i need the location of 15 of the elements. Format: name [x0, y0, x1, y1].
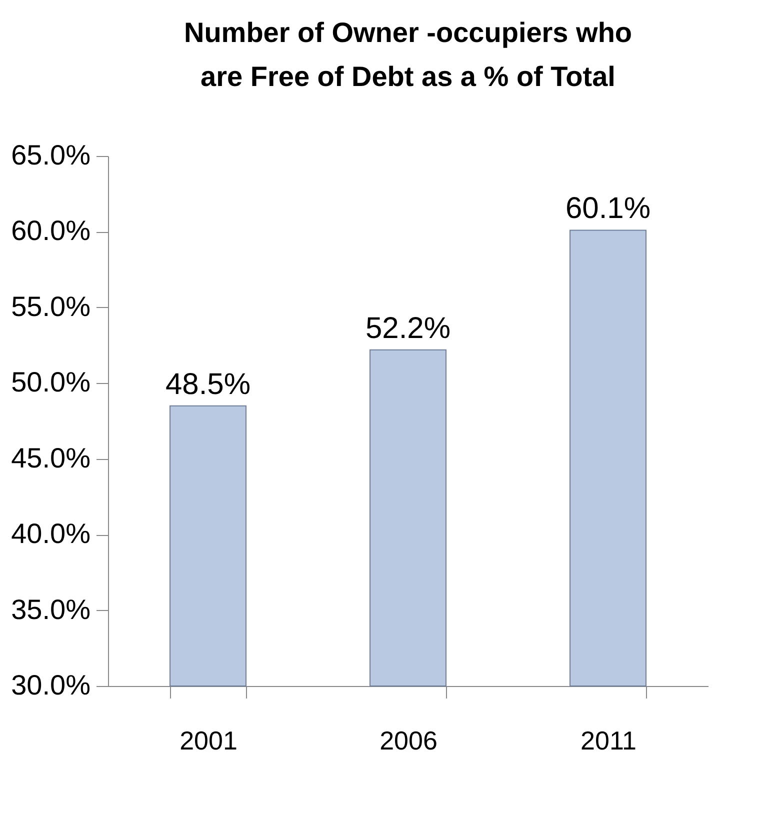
y-tick-label: 65.0%: [11, 140, 90, 170]
y-tick-label: 45.0%: [11, 442, 90, 474]
data-label: 48.5%: [165, 368, 251, 401]
data-label: 52.2%: [365, 312, 451, 345]
x-tick-label: 2011: [580, 726, 636, 756]
y-tick-label: 50.0%: [11, 366, 90, 398]
y-tick-label: 30.0%: [11, 670, 90, 700]
y-tick-label: 60.0%: [11, 215, 90, 246]
x-tick-label: 2006: [380, 726, 438, 756]
y-tick-label: 55.0%: [11, 290, 90, 322]
y-tick-label: 35.0%: [11, 594, 90, 625]
chart-title: Number of Owner -occupiers who are Free of Debt as a % of Total: [184, 17, 632, 92]
y-tick-label: 40.0%: [11, 518, 90, 550]
x-tick-label: 2001: [180, 726, 238, 756]
data-label: 60.1%: [565, 192, 651, 226]
